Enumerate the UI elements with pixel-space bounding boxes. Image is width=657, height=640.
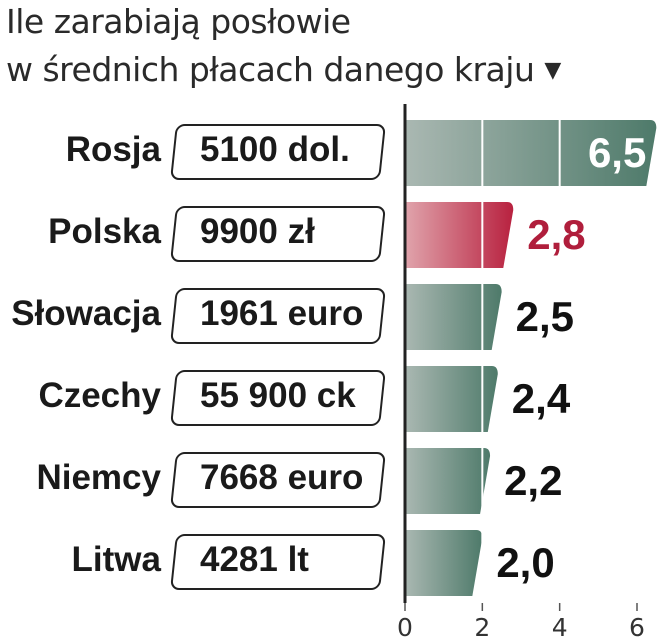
value-label: 2,4 <box>512 375 571 422</box>
value-label: 2,0 <box>496 539 554 586</box>
category-label: Litwa <box>71 540 161 579</box>
category-label: Polska <box>48 212 161 251</box>
bar-niemcy <box>405 448 491 514</box>
salary-label: 1961 euro <box>200 294 364 333</box>
chart-title-line-2: w średnich płacach danego kraju ▼ <box>6 50 561 89</box>
salary-label: 55 900 ck <box>200 376 356 415</box>
bar-słowacja <box>405 284 502 350</box>
value-label: 2,8 <box>527 211 585 258</box>
bar-rosja <box>405 120 657 186</box>
value-label: 6,5 <box>588 129 646 176</box>
salary-label: 5100 dol. <box>200 130 350 169</box>
chart-title-line-1: Ile zarabiają posłowie <box>6 2 351 41</box>
category-label: Rosja <box>65 130 161 169</box>
bar-litwa <box>405 530 483 596</box>
salary-label: 7668 euro <box>200 458 364 497</box>
salary-label: 9900 zł <box>200 212 315 251</box>
salary-label: 4281 lt <box>200 540 309 579</box>
bar-polska <box>405 202 514 268</box>
x-tick-label: 4 <box>552 613 568 640</box>
value-label: 2,5 <box>516 293 574 340</box>
bar-czechy <box>405 366 498 432</box>
x-tick-label: 6 <box>629 613 645 640</box>
category-label: Niemcy <box>36 458 161 497</box>
value-label: 2,2 <box>504 457 562 504</box>
category-label: Słowacja <box>11 294 161 333</box>
down-arrow-icon: ▼ <box>544 58 561 83</box>
category-label: Czechy <box>38 376 161 415</box>
x-tick-label: 0 <box>397 613 413 640</box>
x-tick-label: 2 <box>474 613 490 640</box>
